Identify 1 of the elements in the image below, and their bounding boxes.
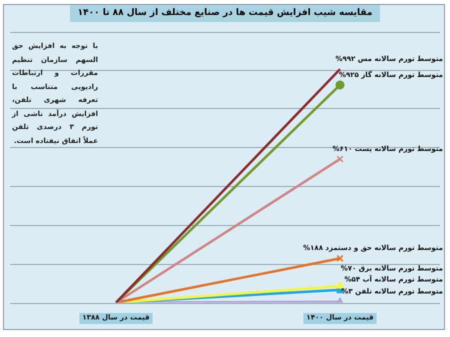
chart-title: مقایسه شیب افزایش قیمت ها در صنایع مختلف از سال ۸۸ تا ۱۴۰۰ <box>70 5 380 22</box>
